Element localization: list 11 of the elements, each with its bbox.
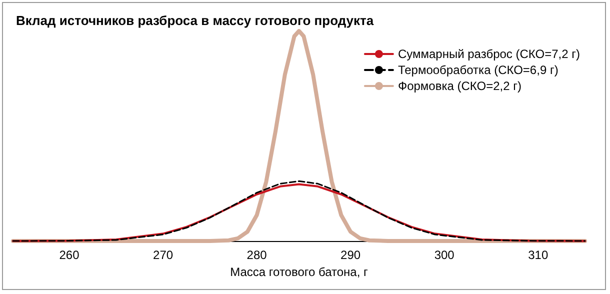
legend-label: Термообработка (СКО=6,9 г)	[398, 63, 558, 77]
chart-title: Вклад источников разброса в массу готового продукта	[16, 13, 374, 28]
x-tick-label: 310	[528, 248, 548, 262]
x-tick-label: 300	[434, 248, 455, 262]
x-tick-label: 260	[59, 248, 80, 262]
x-axis-title: Масса готового батона, г	[230, 264, 369, 279]
x-tick-label: 270	[153, 248, 174, 262]
legend-label: Формовка (СКО=2,2 г)	[398, 79, 522, 93]
x-tick-label: 290	[340, 248, 361, 262]
x-tick-label: 280	[246, 248, 268, 262]
legend-label: Суммарный разброс (СКО=7,2 г)	[398, 47, 580, 61]
